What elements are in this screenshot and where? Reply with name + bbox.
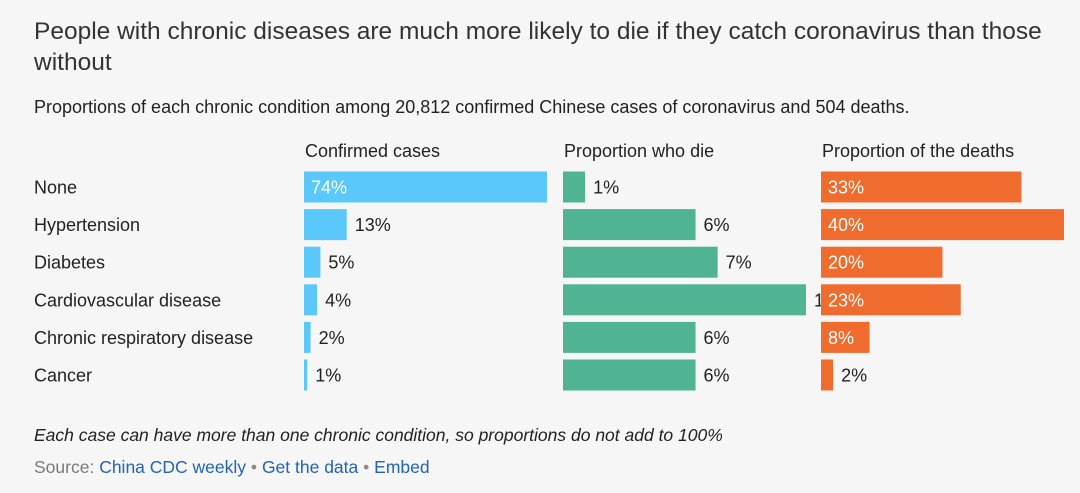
embed-link[interactable]: Embed: [374, 457, 430, 477]
bar-proportion-of-the-deaths-cancer: [821, 359, 834, 391]
data-label-confirmed-cases-none: 74%: [311, 178, 347, 198]
bar-proportion-of-the-deaths-chronic-respiratory-disease: [821, 321, 870, 353]
bar-confirmed-cases-hypertension: [304, 209, 347, 241]
chart-subtitle: Proportions of each chronic condition am…: [34, 97, 910, 117]
separator-dot: •: [250, 457, 258, 477]
data-label-proportion-who-die-cancer: 6%: [704, 366, 730, 386]
data-label-confirmed-cases-chronic-respiratory-disease: 2%: [319, 328, 345, 348]
data-label-proportion-of-the-deaths-cardiovascular-disease: 23%: [828, 290, 864, 310]
bar-proportion-of-the-deaths-cardiovascular-disease: [821, 284, 961, 316]
source-prefix: Source:: [34, 457, 95, 477]
bar-proportion-who-die-diabetes: [563, 246, 718, 278]
data-label-proportion-of-the-deaths-cancer: 2%: [841, 366, 867, 386]
category-label-cancer: Cancer: [34, 366, 92, 386]
bar-confirmed-cases-chronic-respiratory-disease: [304, 321, 311, 353]
bar-proportion-of-the-deaths-diabetes: [821, 246, 943, 278]
data-label-proportion-who-die-hypertension: 6%: [704, 215, 730, 235]
get-the-data-link[interactable]: Get the data: [261, 457, 359, 477]
bar-proportion-of-the-deaths-hypertension: [821, 209, 1064, 241]
category-label-chronic-respiratory-disease: Chronic respiratory disease: [34, 328, 253, 348]
separator-dot: •: [363, 457, 370, 477]
bar-proportion-who-die-cancer: [563, 359, 696, 391]
chart-title: People with chronic diseases are much mo…: [34, 18, 1042, 76]
bar-confirmed-cases-diabetes: [304, 246, 321, 278]
data-label-confirmed-cases-cardiovascular-disease: 4%: [325, 290, 351, 310]
data-label-proportion-who-die-chronic-respiratory-disease: 6%: [704, 328, 730, 348]
bar-proportion-who-die-cardiovascular-disease: [563, 284, 806, 316]
data-label-proportion-who-die-diabetes: 7%: [726, 253, 752, 273]
category-label-cardiovascular-disease: Cardiovascular disease: [34, 290, 221, 310]
bar-chart: Confirmed cases Proportion who die Proport…: [34, 141, 1064, 391]
bar-confirmed-cases-cancer: [304, 359, 308, 391]
bar-proportion-of-the-deaths-none: [821, 171, 1022, 203]
data-label-confirmed-cases-diabetes: 5%: [328, 253, 354, 273]
category-label-none: None: [34, 178, 77, 198]
data-label-proportion-of-the-deaths-chronic-respiratory-disease: 8%: [828, 328, 854, 348]
footnote: Each case can have more than one chronic…: [34, 425, 723, 445]
source-link-china-cdc[interactable]: China CDC weekly: [99, 457, 247, 477]
data-label-confirmed-cases-cancer: 1%: [315, 366, 341, 386]
data-label-proportion-of-the-deaths-hypertension: 40%: [828, 215, 864, 235]
data-label-confirmed-cases-hypertension: 13%: [355, 215, 391, 235]
bar-proportion-who-die-chronic-respiratory-disease: [563, 321, 696, 353]
category-label-hypertension: Hypertension: [34, 215, 140, 235]
bar-confirmed-cases-none: [304, 171, 547, 203]
source-line: Source: China CDC weekly • Get the data …: [34, 456, 430, 478]
bar-confirmed-cases-cardiovascular-disease: [304, 284, 318, 316]
category-label-diabetes: Diabetes: [34, 253, 105, 273]
data-label-proportion-of-the-deaths-diabetes: 20%: [828, 253, 864, 273]
bar-proportion-who-die-none: [563, 171, 586, 203]
data-label-proportion-of-the-deaths-none: 33%: [828, 178, 864, 198]
panel-header-proportion-of-the-deaths: Proportion of the deaths: [822, 141, 1014, 161]
bar-proportion-who-die-hypertension: [563, 209, 696, 241]
panel-header-confirmed-cases: Confirmed cases: [305, 141, 440, 161]
data-label-proportion-who-die-none: 1%: [593, 178, 619, 198]
panel-header-proportion-who-die: Proportion who die: [564, 141, 714, 161]
